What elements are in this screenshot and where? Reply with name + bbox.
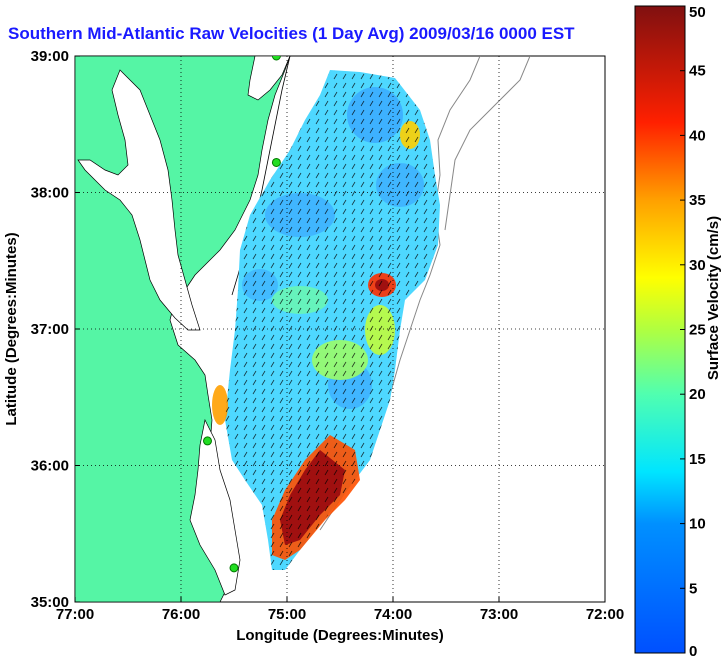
bathymetry-contour xyxy=(444,56,531,231)
colorbar-tick-label: 20 xyxy=(689,386,706,403)
colorbar-tick-label: 0 xyxy=(689,643,697,659)
station-1-marker xyxy=(271,56,281,61)
x-tick-label: 74:00 xyxy=(374,606,412,623)
y-axis-label: Latitude (Degrees:Minutes) xyxy=(3,232,20,425)
colorbar-tick-label: 15 xyxy=(689,451,706,468)
x-tick-label: 75:00 xyxy=(268,606,306,623)
y-tick-label: 36:00 xyxy=(31,458,69,475)
y-tick-label: 38:00 xyxy=(31,185,69,202)
station-4-marker xyxy=(229,563,239,573)
chesapeake-bay xyxy=(77,69,201,331)
grid xyxy=(75,56,605,602)
velocity-vectors xyxy=(225,70,440,570)
colorbar-tick-label: 25 xyxy=(689,322,706,339)
y-tick-label: 35:00 xyxy=(31,594,69,611)
velocity-mid-patch xyxy=(212,385,228,425)
x-tick-label: 76:00 xyxy=(162,606,200,623)
colorbar-tick-label: 40 xyxy=(689,127,706,144)
y-tick-label: 39:00 xyxy=(31,48,69,65)
colorbar-tick-label: 45 xyxy=(689,63,706,80)
x-tick-label: 77:00 xyxy=(56,606,94,623)
colorbar-tick-label: 30 xyxy=(689,257,706,274)
colorbar-tick-label: 35 xyxy=(689,192,706,209)
map-title: Southern Mid-Atlantic Raw Velocities (1 … xyxy=(8,24,575,43)
colorbar-tick-label: 50 xyxy=(689,4,706,21)
colorbar-tick-label: 5 xyxy=(689,580,697,597)
y-tick-label: 37:00 xyxy=(31,321,69,338)
colorbar xyxy=(634,5,686,654)
x-tick-label: 73:00 xyxy=(480,606,518,623)
x-tick-label: 72:00 xyxy=(586,606,624,623)
colorbar-tick-label: 10 xyxy=(689,516,706,533)
station-2-marker xyxy=(271,157,281,167)
station-3-marker xyxy=(203,436,212,446)
x-axis-label: Longitude (Degrees:Minutes) xyxy=(236,627,444,644)
colorbar-label: Surface Velocity (cm/s) xyxy=(705,216,722,380)
delaware-bay xyxy=(247,56,291,101)
pamlico-sound xyxy=(189,418,241,596)
